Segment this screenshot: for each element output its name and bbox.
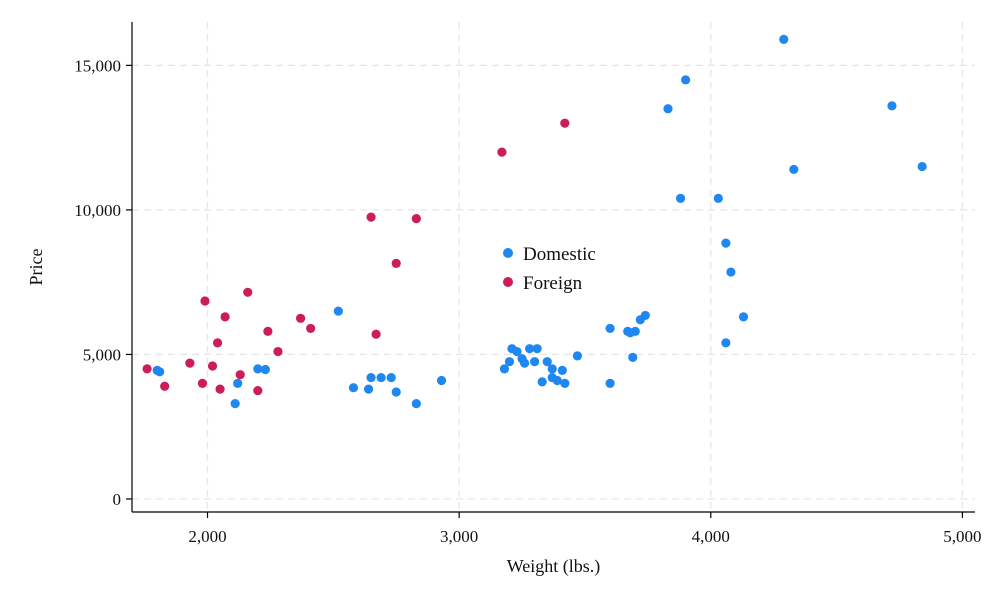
y-tick-label: 15,000 (74, 56, 121, 75)
domestic-point (738, 312, 749, 322)
foreign-point (366, 212, 376, 222)
domestic-point (557, 365, 567, 375)
foreign-point (142, 364, 152, 374)
domestic-point (663, 104, 673, 114)
y-tick-label: 10,000 (74, 201, 121, 220)
grid-lines (132, 22, 975, 512)
foreign-point (212, 338, 223, 348)
legend-label-domestic: Domestic (523, 244, 596, 265)
domestic-point (233, 378, 243, 388)
foreign-point (243, 287, 253, 297)
x-tick-label: 2,000 (188, 527, 226, 546)
domestic-point (363, 384, 374, 394)
domestic-point (253, 364, 263, 374)
domestic-point (376, 372, 386, 383)
domestic-point (721, 338, 731, 348)
domestic-point (530, 357, 540, 367)
foreign-point (185, 358, 195, 368)
foreign-point (391, 258, 401, 268)
foreign-point (207, 361, 218, 371)
foreign-point (235, 370, 245, 380)
foreign-point (411, 213, 421, 224)
foreign-point (220, 312, 230, 322)
x-tick-label: 5,000 (943, 527, 981, 546)
domestic-point (260, 364, 270, 375)
foreign-point (197, 378, 208, 388)
legend-marker-foreign (503, 277, 513, 287)
domestic-point (630, 326, 640, 336)
domestic-point (605, 378, 615, 388)
ticks: 2,000 3,000 4,000 5,000 0 5,000 10,000 15,000 (74, 56, 981, 546)
y-tick-label: 5,000 (83, 345, 121, 364)
legend: Domestic Foreign (503, 244, 596, 294)
foreign-point (253, 385, 263, 396)
y-axis-title: Price (26, 248, 46, 285)
domestic-point (366, 372, 376, 383)
data-points (142, 34, 927, 409)
domestic-point (542, 357, 552, 367)
foreign-point (200, 296, 210, 306)
domestic-point (504, 357, 515, 367)
domestic-point (779, 34, 789, 44)
domestic-point (348, 383, 359, 393)
x-axis-title: Weight (lbs.) (507, 556, 601, 577)
domestic-point (605, 323, 615, 334)
domestic-point (333, 306, 343, 316)
domestic-point (519, 358, 530, 368)
domestic-point (524, 344, 535, 354)
domestic-point (155, 367, 165, 377)
domestic-point (713, 193, 723, 203)
domestic-point (411, 398, 421, 409)
legend-marker-domestic (503, 248, 513, 258)
foreign-point (306, 323, 316, 334)
domestic-point (230, 398, 240, 409)
x-tick-label: 4,000 (692, 527, 730, 546)
axes (131, 22, 975, 513)
domestic-point (436, 375, 447, 386)
legend-label-foreign: Foreign (523, 273, 583, 294)
domestic-point (721, 238, 731, 248)
domestic-point (512, 346, 522, 357)
domestic-point (789, 164, 799, 175)
domestic-point (391, 387, 401, 397)
domestic-point (532, 344, 542, 354)
domestic-point (572, 351, 583, 361)
domestic-point (552, 375, 562, 386)
foreign-point (371, 329, 381, 339)
domestic-point (675, 193, 686, 203)
domestic-point (917, 161, 927, 172)
domestic-point (537, 377, 547, 387)
y-tick-label: 0 (113, 490, 122, 509)
foreign-point (263, 326, 273, 336)
domestic-point (547, 364, 557, 374)
domestic-point (887, 101, 897, 111)
foreign-point (273, 346, 283, 357)
domestic-point (726, 267, 736, 277)
foreign-point (296, 313, 306, 323)
x-tick-label: 3,000 (440, 527, 478, 546)
foreign-point (160, 381, 170, 391)
domestic-point (681, 75, 691, 85)
domestic-point (386, 372, 396, 383)
domestic-point (640, 310, 650, 321)
domestic-point (560, 378, 570, 388)
foreign-point (497, 147, 507, 157)
domestic-point (499, 364, 510, 374)
foreign-point (215, 384, 225, 394)
foreign-point (560, 118, 570, 128)
domestic-point (628, 352, 638, 362)
